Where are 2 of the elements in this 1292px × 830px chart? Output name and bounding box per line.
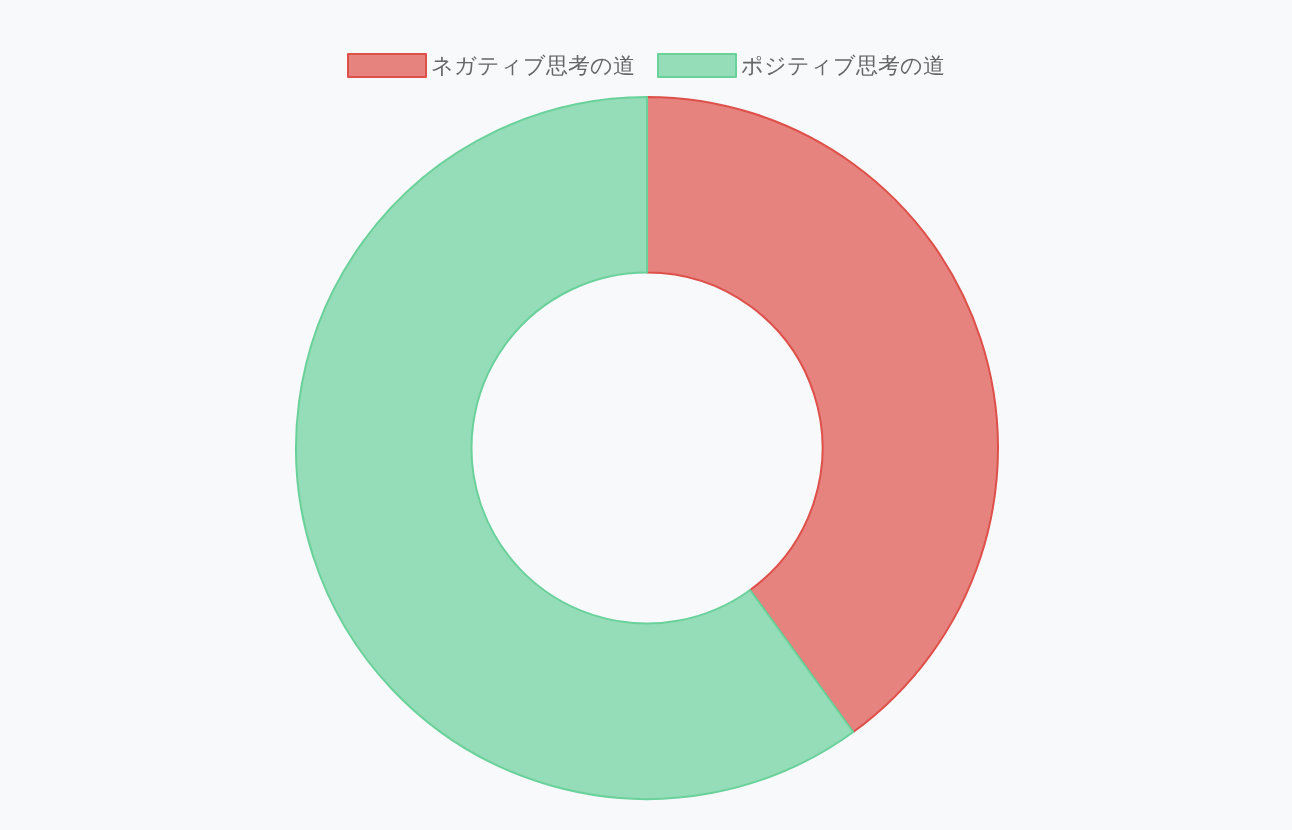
- legend-label: ネガティブ思考の道: [431, 53, 635, 78]
- legend-label: ポジティブ思考の道: [741, 53, 945, 78]
